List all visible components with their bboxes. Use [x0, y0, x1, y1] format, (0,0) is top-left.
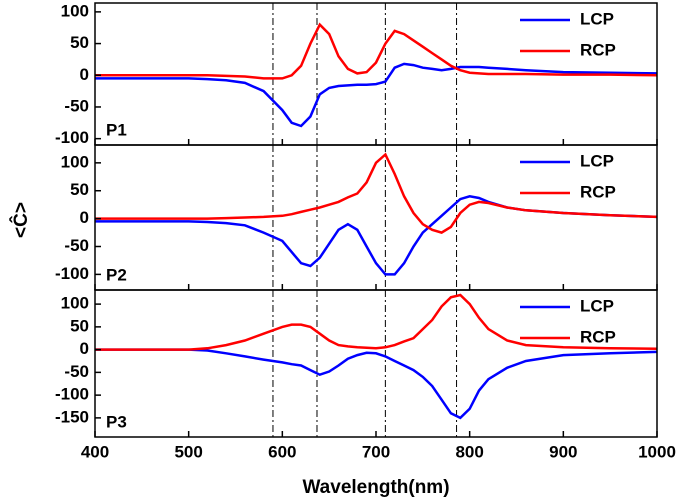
- y-tick-label: 0: [80, 208, 89, 227]
- legend-label: RCP: [580, 40, 616, 59]
- series-line: [95, 293, 658, 351]
- panel-label: P3: [106, 412, 127, 431]
- y-tick-label: -150: [55, 407, 89, 426]
- y-tick-label: 100: [61, 1, 89, 20]
- y-tick-label: 100: [61, 294, 89, 313]
- plot-frame: [94, 289, 658, 438]
- legend-label: LCP: [580, 9, 614, 28]
- x-tick-label: 1000: [638, 442, 676, 461]
- y-tick-label: 0: [80, 339, 89, 358]
- y-tick-label: 50: [70, 33, 89, 52]
- x-tick-label: 400: [81, 442, 109, 461]
- y-tick-label: -50: [64, 96, 89, 115]
- y-tick-label: 50: [70, 316, 89, 335]
- x-tick-label: 500: [174, 442, 202, 461]
- y-tick-label: 100: [61, 152, 89, 171]
- y-tick-label: 0: [80, 65, 89, 84]
- series-line: [95, 62, 658, 128]
- legend-label: RCP: [580, 182, 616, 201]
- series-line: [95, 152, 658, 234]
- x-tick-label: 800: [455, 442, 483, 461]
- y-tick-label: -50: [64, 236, 89, 255]
- x-axis-label: Wavelength(nm): [302, 477, 449, 498]
- y-tick-label: -50: [64, 362, 89, 381]
- legend-label: RCP: [580, 327, 616, 346]
- y-axis-label: <Ĉ>: [10, 202, 32, 238]
- x-tick-label: 900: [549, 442, 577, 461]
- y-tick-label: -100: [55, 385, 89, 404]
- series-line: [95, 195, 658, 276]
- series-line: [95, 22, 658, 80]
- x-tick-label: 700: [362, 442, 390, 461]
- x-tick-label: 600: [268, 442, 296, 461]
- legend-label: LCP: [580, 296, 614, 315]
- y-tick-label: -100: [55, 128, 89, 147]
- y-tick-label: -100: [55, 264, 89, 283]
- legend-label: LCP: [580, 151, 614, 170]
- y-tick-label: 50: [70, 180, 89, 199]
- panel-label: P1: [106, 120, 127, 139]
- panel-label: P2: [106, 265, 127, 284]
- series-line: [95, 348, 658, 420]
